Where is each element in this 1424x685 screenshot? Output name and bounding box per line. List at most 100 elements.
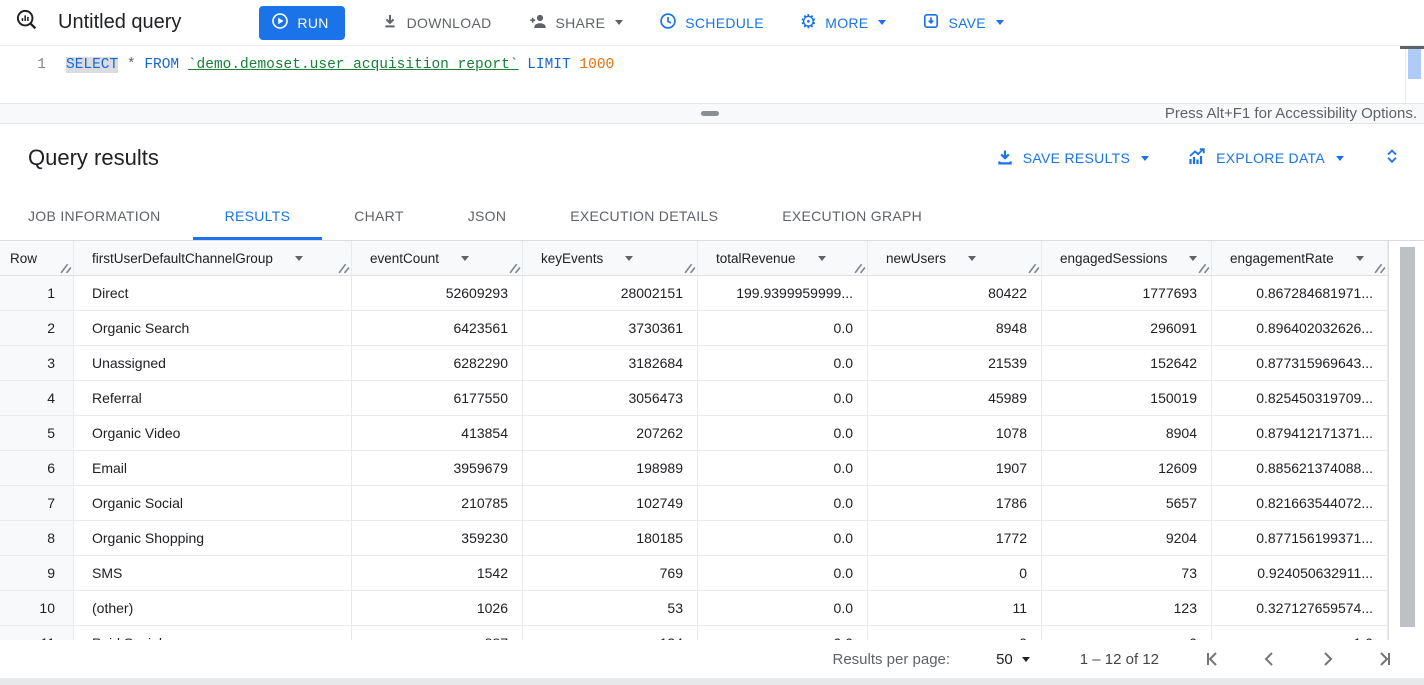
tab-execution-graph[interactable]: EXECUTION GRAPH — [782, 208, 923, 224]
table-body: 1 Direct 52609293 28002151 199.9399959999...… — [0, 276, 1424, 640]
column-header-keyEvents[interactable]: keyEvents — [523, 241, 698, 275]
column-header-engagementRate[interactable]: engagementRate — [1212, 241, 1388, 275]
table-row: 7 Organic Social 210785 102749 0.0 1786 5657 0.… — [0, 486, 1424, 521]
column-header-totalRevenue[interactable]: totalRevenue — [698, 241, 868, 275]
editor-scrollbar[interactable] — [1405, 46, 1424, 103]
column-menu-caret-icon[interactable] — [817, 255, 826, 261]
save-results-button[interactable]: SAVE RESULTS — [996, 148, 1150, 169]
column-resize-handle-icon[interactable] — [684, 262, 696, 274]
save-button[interactable]: SAVE — [922, 12, 1004, 33]
download-icon — [996, 148, 1014, 169]
column-menu-caret-icon[interactable] — [294, 255, 303, 261]
cell: 1.0 — [1212, 626, 1388, 640]
next-page-button[interactable] — [1315, 647, 1339, 671]
column-header-Row[interactable]: Row — [0, 241, 74, 275]
cell: 0.0 — [698, 591, 868, 625]
cell: 0.0 — [698, 486, 868, 520]
pane-resize-handle[interactable] — [701, 111, 719, 116]
tab-results[interactable]: RESULTS — [192, 192, 323, 240]
more-button[interactable]: ⚙ MORE — [800, 13, 887, 32]
cell: 5657 — [1042, 486, 1212, 520]
sql-code-line[interactable]: 1 SELECT * FROM `demo.demoset.user_acqui… — [0, 55, 1424, 75]
toolbar-buttons: RUN DOWNLOAD SHARE SCHEDULE ⚙ MORE — [259, 5, 1004, 40]
cell: 0.885621374088... — [1212, 451, 1388, 485]
table-row: 10 (other) 1026 53 0.0 11 123 0.327127659574... — [0, 591, 1424, 626]
column-menu-caret-icon[interactable] — [1355, 255, 1364, 261]
chevron-down-icon — [1021, 656, 1030, 662]
last-page-button[interactable] — [1372, 647, 1396, 671]
table-header-row: Row firstUserDefaultChannelGroup eventCoun… — [0, 241, 1424, 276]
table-vertical-scrollbar[interactable] — [1388, 241, 1424, 640]
results-per-page-label: Results per page: — [832, 650, 951, 668]
sql-editor[interactable]: 1 SELECT * FROM `demo.demoset.user_acqui… — [0, 46, 1424, 103]
results-actions: SAVE RESULTS EXPLORE DATA — [996, 146, 1402, 171]
download-icon — [381, 12, 399, 33]
editor-scrollbar-thumb[interactable] — [1408, 49, 1421, 79]
column-menu-caret-icon[interactable] — [461, 255, 470, 261]
run-button[interactable]: RUN — [259, 5, 345, 40]
cell: 0.0 — [698, 346, 868, 380]
column-label: firstUserDefaultChannelGroup — [92, 250, 273, 266]
column-label: newUsers — [886, 250, 947, 266]
tab-json[interactable]: JSON — [467, 208, 507, 224]
column-label: keyEvents — [541, 250, 604, 266]
save-results-label: SAVE RESULTS — [1022, 150, 1131, 166]
column-header-eventCount[interactable]: eventCount — [352, 241, 523, 275]
page-size-select[interactable]: 50 — [996, 651, 1030, 668]
cell: Referral — [74, 381, 352, 415]
run-label: RUN — [297, 14, 329, 31]
first-page-button[interactable] — [1201, 647, 1225, 671]
tab-execution-details[interactable]: EXECUTION DETAILS — [570, 208, 719, 224]
column-menu-caret-icon[interactable] — [625, 255, 634, 261]
cell: 1777693 — [1042, 276, 1212, 310]
column-header-firstUserDefaultChannelGroup[interactable]: firstUserDefaultChannelGroup — [74, 241, 352, 275]
sql-keyword-limit: LIMIT — [527, 57, 571, 73]
cell: Organic Video — [74, 416, 352, 450]
sql-limit-value: 1000 — [579, 57, 615, 73]
column-label: Row — [10, 250, 38, 266]
accessibility-hint: Press Alt+F1 for Accessibility Options. — [1164, 105, 1417, 122]
column-resize-handle-icon[interactable] — [854, 262, 866, 274]
download-button[interactable]: DOWNLOAD — [381, 12, 492, 33]
table-horizontal-scrollbar[interactable] — [0, 678, 1424, 685]
table-vertical-scrollbar-thumb[interactable] — [1400, 247, 1415, 627]
cell: Paid Social — [74, 626, 352, 640]
results-table: Row firstUserDefaultChannelGroup eventCoun… — [0, 241, 1424, 640]
share-button[interactable]: SHARE — [528, 12, 624, 33]
column-menu-caret-icon[interactable] — [968, 255, 977, 261]
column-resize-handle-icon[interactable] — [1198, 262, 1210, 274]
page-range-label: 1 – 12 of 12 — [1079, 650, 1159, 668]
sql-table-link[interactable]: `demo.demoset.user_acquisition_report` — [187, 57, 519, 73]
cell: 1907 — [868, 451, 1042, 485]
schedule-label: SCHEDULE — [685, 14, 764, 31]
column-resize-handle-icon[interactable] — [1374, 262, 1386, 274]
row-number-cell: 7 — [0, 486, 74, 520]
column-resize-handle-icon[interactable] — [60, 262, 72, 274]
previous-page-button[interactable] — [1258, 647, 1282, 671]
row-number-cell: 6 — [0, 451, 74, 485]
save-icon — [922, 12, 940, 33]
cell: Unassigned — [74, 346, 352, 380]
expand-results-button[interactable] — [1382, 146, 1402, 171]
column-header-engagedSessions[interactable]: engagedSessions — [1042, 241, 1212, 275]
column-resize-handle-icon[interactable] — [509, 262, 521, 274]
column-header-newUsers[interactable]: newUsers — [868, 241, 1042, 275]
column-resize-handle-icon[interactable] — [338, 262, 350, 274]
bar-chart-trend-icon — [1187, 147, 1207, 169]
cell: 769 — [523, 556, 698, 590]
cell: 1026 — [352, 591, 523, 625]
person-add-icon — [528, 12, 548, 33]
column-menu-caret-icon[interactable] — [1189, 255, 1198, 261]
cell: 152642 — [1042, 346, 1212, 380]
sql-star: * — [126, 57, 136, 73]
column-resize-handle-icon[interactable] — [1028, 262, 1040, 274]
schedule-button[interactable]: SCHEDULE — [659, 12, 764, 33]
table-row: 5 Organic Video 413854 207262 0.0 1078 8904 0.8… — [0, 416, 1424, 451]
cell: 3056473 — [523, 381, 698, 415]
explore-data-button[interactable]: EXPLORE DATA — [1187, 147, 1344, 169]
sql-code[interactable]: SELECT * FROM `demo.demoset.user_acquisi… — [66, 55, 614, 75]
cell: 1786 — [868, 486, 1042, 520]
sql-keyword-select: SELECT — [66, 57, 119, 73]
tab-job-information[interactable]: JOB INFORMATION — [28, 208, 161, 224]
tab-chart[interactable]: CHART — [354, 208, 404, 224]
